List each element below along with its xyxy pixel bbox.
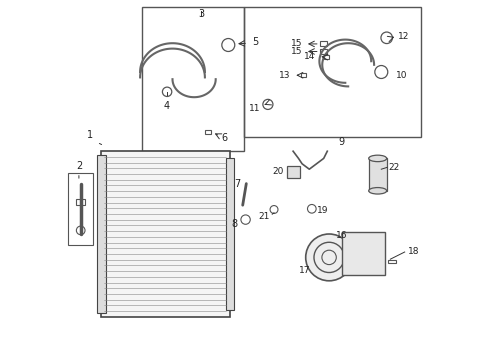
Bar [204,130,211,134]
Text: 16: 16 [336,231,347,240]
Bar [323,55,329,59]
Text: 14: 14 [304,52,315,61]
Text: 17: 17 [298,266,309,275]
Text: 10: 10 [395,71,407,80]
Text: 9: 9 [337,137,344,147]
Ellipse shape [368,188,386,194]
Text: 19: 19 [316,206,327,215]
Text: 6: 6 [221,133,227,143]
Text: 2: 2 [76,161,82,171]
Text: 15: 15 [290,47,302,56]
Bar [68,173,93,245]
Bar [301,73,306,77]
Bar [76,199,85,205]
Text: 11: 11 [249,104,260,113]
Bar [320,49,326,54]
Bar [101,151,230,317]
Text: 1: 1 [86,130,93,140]
Circle shape [305,234,352,281]
Bar [244,7,420,137]
Text: 18: 18 [407,248,419,256]
Text: 5: 5 [251,37,258,48]
Text: 21: 21 [258,212,269,221]
Bar [142,7,244,151]
Bar [320,41,326,46]
Bar [387,260,396,263]
Bar [225,158,233,310]
Text: 8: 8 [231,219,237,229]
Text: 12: 12 [397,32,408,41]
Bar [286,166,299,178]
Text: 7: 7 [234,179,241,189]
Text: 20: 20 [271,166,283,176]
Bar [341,232,384,275]
Bar [97,155,106,313]
Text: 15: 15 [290,40,302,49]
Text: 13: 13 [279,71,290,80]
Bar [368,158,386,191]
Text: 3: 3 [198,9,204,19]
Text: 4: 4 [163,101,170,111]
Text: 22: 22 [387,163,399,172]
Ellipse shape [368,155,386,162]
